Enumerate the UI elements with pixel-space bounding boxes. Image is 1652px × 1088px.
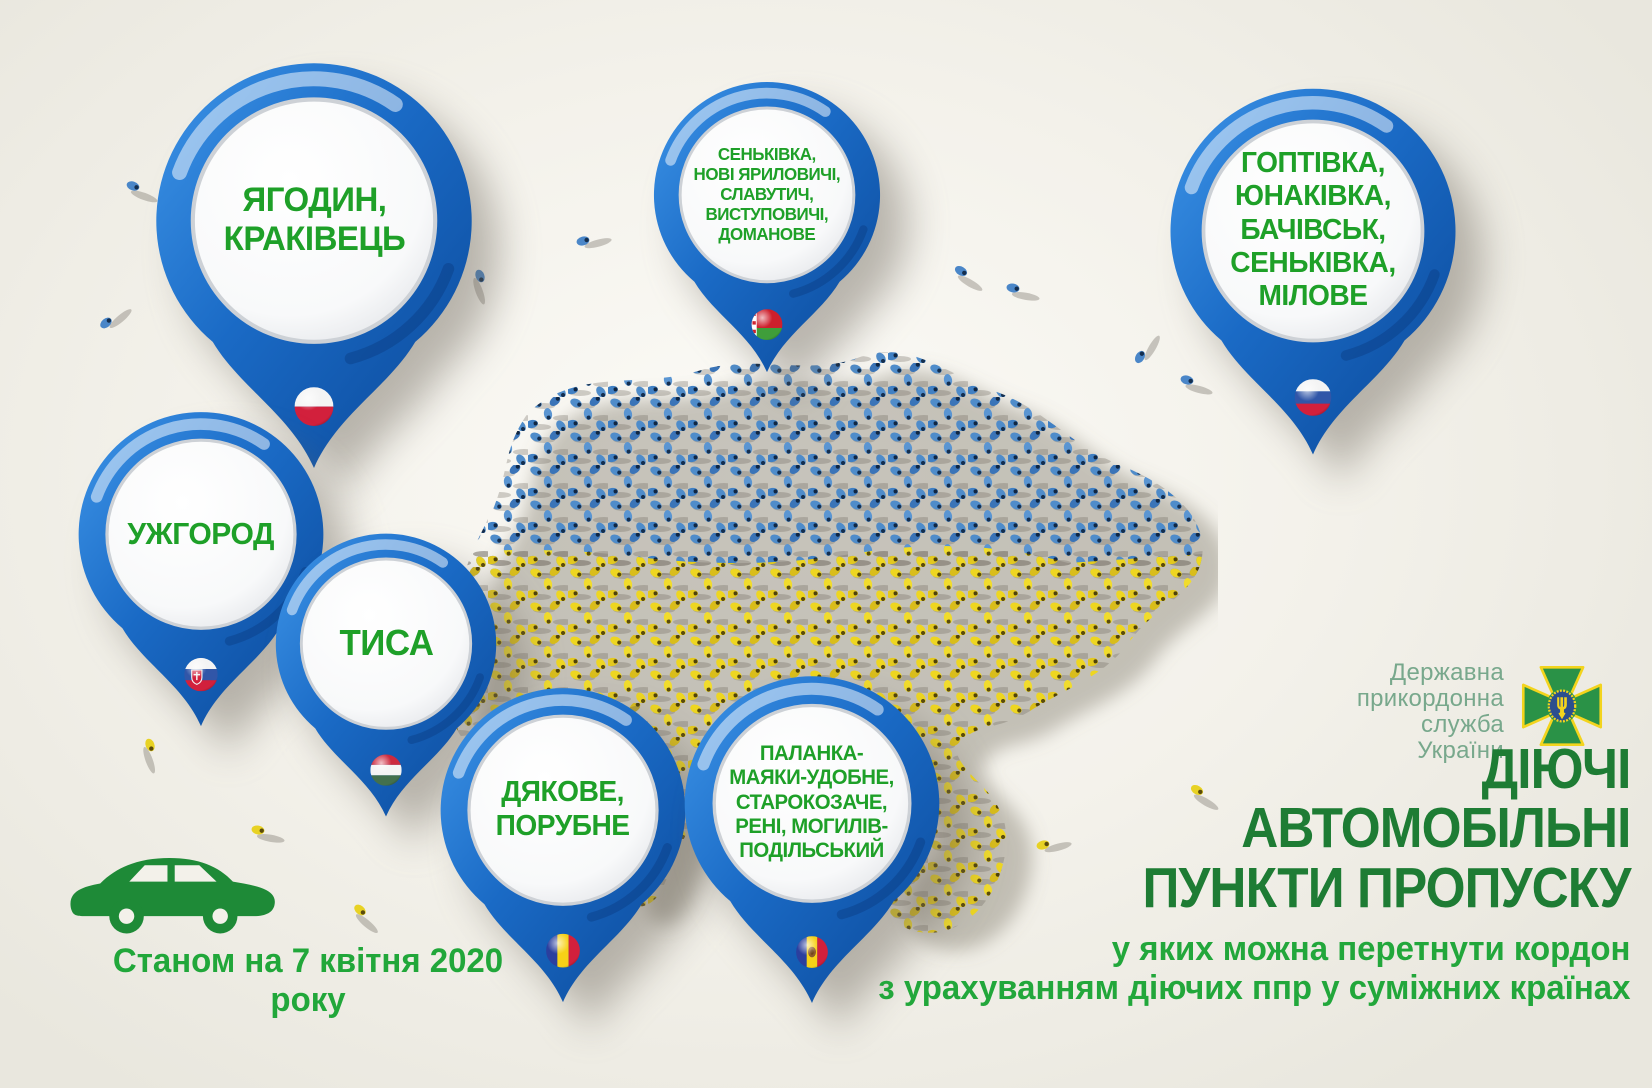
map-pin-shape [684,676,940,1003]
map-pin-shape [1170,88,1456,455]
pin-palanka-moldova-label: ПАЛАНКА- МАЯКИ-УДОБНЕ, СТАРОКОЗАЧЕ, РЕНІ… [729,742,895,862]
hungary-flag-icon [370,754,401,785]
pin-yahodyn-krakivets-label: ЯГОДИН, КРАКІВЕЦЬ [223,180,405,258]
page-title-line-1: ДІЮЧІ [1481,737,1631,801]
title-block: ДІЮЧІ АВТОМОБІЛЬНІ ПУНКТИ ПРОПУСКУ у яки… [855,737,1631,1007]
page-title-line-2: АВТОМОБІЛЬНІ [1240,796,1631,861]
date-note: Станом на 7 квітня 2020 року [112,942,504,1019]
subtitle-line-1: у яких можна перетнути кордон [1111,929,1630,968]
pin-uzhhorod-label: УЖГОРОД [127,515,275,551]
pin-diakove-porubne: ДЯКОВЕ, ПОРУБНЕ [434,684,692,1006]
moldova-flag-icon [796,936,828,968]
map-pin-shape [653,82,881,373]
pin-palanka-moldova: ПАЛАНКА- МАЯКИ-УДОБНЕ, СТАРОКОЗАЧЕ, РЕНІ… [678,672,946,1007]
border-service-emblem-icon [1521,665,1603,747]
pin-hoptivka-russia: ГОПТІВКА, ЮНАКІВКА, БАЧІВСЬК, СЕНЬКІВКА,… [1163,84,1463,459]
map-pin-shape [440,688,686,1003]
pin-senkivka-belarus: СЕНЬКІВКА, НОВІ ЯРИЛОВИЧІ, СЛАВУТИЧ, ВИС… [648,78,886,376]
subtitle-line-2: з урахуванням діючих ппр у суміжних краї… [877,968,1630,1007]
russia-flag-icon [1295,379,1332,416]
pin-hoptivka-russia-label: ГОПТІВКА, ЮНАКІВКА, БАЧІВСЬК, СЕНЬКІВКА,… [1230,146,1396,313]
page-title-line-3: ПУНКТИ ПРОПУСКУ [1141,855,1631,920]
pin-tysa: ТИСА [270,530,502,820]
border-service-logo-text: Державна прикордонна служба України [1356,659,1504,764]
map-pin-shape [78,412,324,727]
pin-yahodyn-krakivets: ЯГОДИН, КРАКІВЕЦЬ [148,58,480,473]
romania-flag-icon [546,934,580,968]
border-service-logo: Державна прикордонна служба України [1357,660,1606,764]
pin-senkivka-belarus-label: СЕНЬКІВКА, НОВІ ЯРИЛОВИЧІ, СЛАВУТИЧ, ВИС… [693,143,841,245]
belarus-flag-icon [752,309,783,340]
pin-uzhhorod: УЖГОРОД [72,408,330,730]
slovakia-flag-icon [184,658,217,691]
pin-tysa-label: ТИСА [338,622,434,664]
map-pin-shape [275,533,497,817]
pin-diakove-porubne-label: ДЯКОВЕ, ПОРУБНЕ [496,776,630,842]
map-pin-shape [156,63,472,469]
car-icon [70,858,275,934]
